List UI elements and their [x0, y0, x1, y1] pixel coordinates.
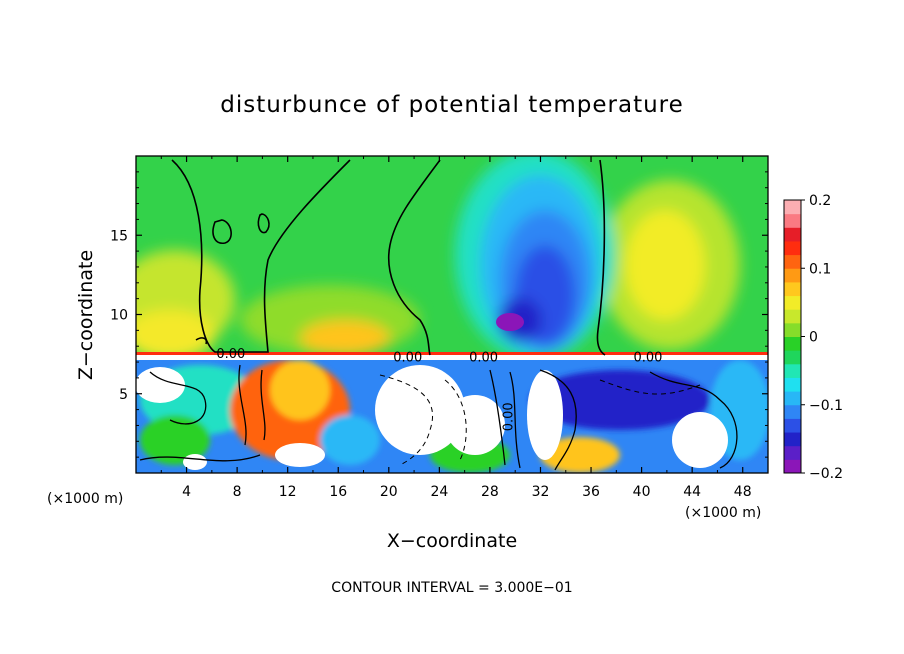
colorbar-swatch [784, 240, 801, 256]
colorbar-tick-label: 0.1 [809, 261, 831, 277]
x-axis-label: X−coordinate [387, 530, 517, 552]
colorbar-tick-label: 0.2 [809, 193, 831, 209]
colorbar-swatch [784, 268, 801, 283]
warm-band-right-core [625, 210, 705, 320]
warm-band-mid-core [300, 320, 390, 356]
chart-title: disturbunce of potential temperature [220, 92, 684, 118]
colorbar-swatch [784, 363, 801, 378]
colorbar-tick-label: −0.1 [809, 398, 843, 414]
colorbar-swatch [784, 350, 801, 365]
contour-label: 0.00 [633, 350, 662, 365]
x-tick-label: 40 [633, 484, 651, 500]
x-tick-label: 28 [481, 484, 499, 500]
colorbar-swatch [784, 254, 801, 269]
colorbar-swatch [784, 418, 801, 433]
contour-label: 0.00 [393, 350, 422, 365]
y-tick-label: 10 [110, 308, 128, 324]
y-axis: 5 10 15 [110, 171, 768, 458]
white-regions [136, 365, 728, 470]
colorbar-swatch [784, 377, 801, 392]
colorbar-tick-label: −0.2 [809, 466, 843, 482]
colorbar-swatch [784, 295, 801, 310]
contour-label: 0.00 [502, 402, 517, 431]
cold-plume-core [496, 313, 524, 331]
dashed-contours [379, 374, 701, 466]
colorbar-swatch [784, 227, 801, 242]
y-tick-label: 5 [119, 387, 128, 403]
warm-band-left-core [136, 310, 215, 360]
x-tick-label: 44 [683, 484, 701, 500]
y-axis-label: Z−coordinate [75, 250, 97, 380]
colorbar-tick-label: 0 [809, 330, 818, 346]
colorbar-swatch [784, 391, 801, 406]
colorbar-swatch [784, 281, 801, 297]
x-tick-label: 20 [380, 484, 398, 500]
x-tick-label: 16 [329, 484, 347, 500]
colorbar-swatch [784, 213, 801, 228]
contour-label: 0.00 [469, 350, 498, 365]
contour-annotations: 0.00 0.00 0.00 0.00 0.00 [216, 347, 662, 431]
x-tick-label: 4 [182, 484, 191, 500]
contour-lines-lower [139, 364, 738, 471]
interface-red [136, 352, 768, 355]
y-tick-label: 15 [110, 228, 128, 244]
x-axis: 4 8 12 16 20 24 28 32 36 40 44 48 [160, 156, 752, 500]
colorbar-swatch [784, 445, 801, 460]
colorbar-swatch [784, 336, 801, 351]
colorbar-swatch [784, 200, 801, 215]
colorbar-swatch [784, 459, 801, 474]
colorbar-swatch [784, 322, 801, 337]
x-tick-label: 8 [233, 484, 242, 500]
colorbar-swatch [784, 404, 801, 419]
x-tick-label: 36 [582, 484, 600, 500]
x-unit-right: (×1000 m) [685, 505, 761, 521]
colorbar-swatch [784, 309, 801, 324]
heatmap-field [136, 156, 768, 473]
colorbar-swatch [784, 432, 801, 447]
x-tick-label: 24 [430, 484, 448, 500]
interface-white [136, 355, 768, 360]
contour-label: 0.00 [216, 347, 245, 362]
x-tick-label: 12 [279, 484, 297, 500]
x-unit-left: (×1000 m) [47, 491, 123, 507]
x-tick-label: 48 [734, 484, 752, 500]
contour-lines [171, 159, 606, 356]
contour-interval-footer: CONTOUR INTERVAL = 3.000E−01 [331, 580, 572, 596]
colorbar: 0.2 0.1 0 −0.1 −0.2 [783, 193, 843, 482]
x-tick-label: 32 [532, 484, 550, 500]
